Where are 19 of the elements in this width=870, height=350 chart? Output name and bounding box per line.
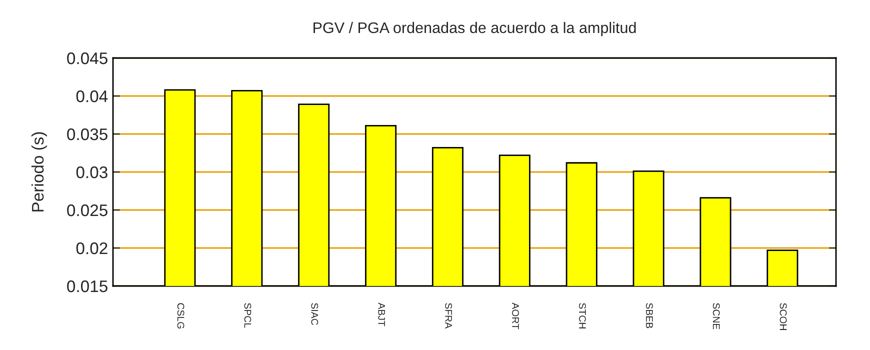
y-tick-label: 0.025 <box>67 204 108 216</box>
y-tick-label: 0.015 <box>67 280 108 292</box>
y-tick-label: 0.045 <box>67 52 108 64</box>
x-tick-label: SCOH <box>780 303 787 330</box>
y-tick-label: 0.04 <box>76 90 108 102</box>
y-tick-label: 0.02 <box>76 242 108 254</box>
x-tick-label: ABJT <box>378 302 385 326</box>
chart-title: PGV / PGA ordenadas de acuerdo a la amplitud <box>314 22 636 36</box>
y-axis-title: Periodo (s) <box>31 132 47 212</box>
x-tick-label: SPCL <box>244 303 252 328</box>
y-tick-label: 0.035 <box>67 128 108 140</box>
x-tick-label: SBEB <box>646 303 653 328</box>
x-tick-label: SIAC <box>311 303 318 325</box>
x-tick-label: SFRA <box>445 303 452 329</box>
x-tick-label: CSLG <box>177 303 184 328</box>
y-tick-label: 0.03 <box>76 166 108 178</box>
x-tick-label: AORT <box>512 302 519 330</box>
x-tick-label: SCNE <box>712 303 720 330</box>
x-tick-label: STCH <box>579 303 586 328</box>
